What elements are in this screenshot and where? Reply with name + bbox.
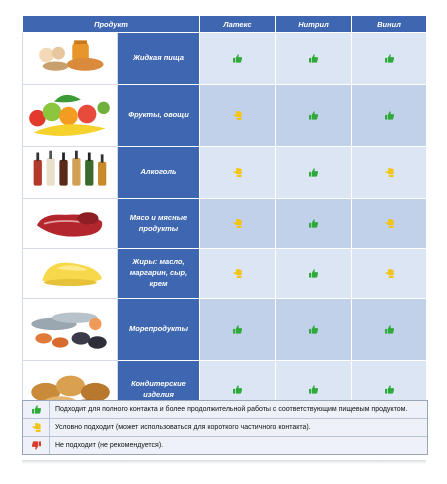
product-name-line: Кондитерские xyxy=(131,378,186,388)
legend: Подходит для полного контакта и более пр… xyxy=(22,400,428,455)
legend-text: Условно подходит (может использоваться д… xyxy=(55,424,311,431)
legend-icon-cell xyxy=(23,437,50,454)
thumbs-up-icon xyxy=(233,54,243,63)
bottles-image xyxy=(33,150,107,186)
seafood-image xyxy=(31,312,107,349)
thumbs-up-icon xyxy=(309,54,319,63)
header-product: Продукт xyxy=(22,15,200,33)
thumbs-up-icon xyxy=(233,325,243,334)
legend-item: Подходит для полного контакта и более пр… xyxy=(23,401,427,419)
table-row: Фрукты, овощи xyxy=(22,84,427,147)
product-name-line: Жидкая пища xyxy=(132,53,185,63)
product-name-line: Морепродукты xyxy=(128,324,188,334)
product-name: Морепродукты xyxy=(117,298,200,361)
rating-nitrile xyxy=(275,248,352,299)
thumbs-up-icon xyxy=(31,405,41,414)
rating-vinyl xyxy=(351,32,427,85)
legend-text: Подходит для полного контакта и более пр… xyxy=(55,406,408,413)
rating-vinyl xyxy=(351,84,427,147)
legend-text: Не подходит (не рекомендуется). xyxy=(55,442,164,449)
rating-vinyl xyxy=(351,248,427,299)
butter-image xyxy=(42,262,103,286)
rating-latex xyxy=(199,298,276,361)
product-name-line: Жиры: масло, xyxy=(132,257,185,267)
table-row: Морепродукты xyxy=(22,298,427,361)
rating-latex xyxy=(199,198,276,249)
product-image xyxy=(22,146,118,199)
thumbs-up-icon xyxy=(309,219,319,228)
thumbs-sideways-icon xyxy=(233,110,242,120)
table-row: Алкоголь xyxy=(22,146,427,199)
header-latex: Латекс xyxy=(199,15,276,33)
thumbs-up-icon xyxy=(309,269,319,278)
thumbs-up-icon xyxy=(384,385,394,394)
thumbs-up-icon xyxy=(233,385,243,394)
thumbs-sideways-icon xyxy=(384,167,394,177)
header-vinyl: Винил xyxy=(351,15,427,33)
thumbs-sideways-icon xyxy=(31,422,41,432)
table-row: Жидкая пища xyxy=(22,32,427,85)
product-name: Фрукты, овощи xyxy=(117,84,200,147)
rating-vinyl xyxy=(351,298,427,361)
product-name-line: Алкоголь xyxy=(140,167,177,177)
rating-latex xyxy=(199,32,276,85)
rating-nitrile xyxy=(275,84,352,147)
thumbs-up-icon xyxy=(309,385,319,394)
rating-latex xyxy=(199,248,276,299)
table-row: Мясо и мясные продукты xyxy=(22,198,427,249)
product-name-line: маргарин, сыр, xyxy=(129,268,188,278)
rating-latex xyxy=(199,84,276,147)
legend-item: Условно подходит (может использоваться д… xyxy=(23,419,427,437)
table-row: Жиры: масло, маргарин, сыр, крем xyxy=(22,248,427,299)
thumbs-sideways-icon xyxy=(233,167,242,177)
product-image xyxy=(22,248,118,299)
food-compatibility-table: Продукт Латекс Нитрил Винил Жидкая пища Ф… xyxy=(22,15,427,419)
legend-shadow xyxy=(22,460,426,464)
thumbs-sideways-icon xyxy=(233,218,242,228)
thumbs-up-icon xyxy=(309,168,319,177)
rating-nitrile xyxy=(275,146,352,199)
rating-vinyl xyxy=(351,146,427,199)
thumbs-down-icon xyxy=(31,441,41,450)
product-name-line: крем xyxy=(149,278,168,288)
legend-item: Не подходит (не рекомендуется). xyxy=(23,437,427,454)
meat-image xyxy=(36,212,103,237)
product-image xyxy=(22,84,118,147)
legend-icon-cell xyxy=(23,419,50,436)
thumbs-up-icon xyxy=(384,54,394,63)
product-image xyxy=(22,32,118,85)
rating-nitrile xyxy=(275,32,352,85)
eggs-honey-bread-image xyxy=(39,40,104,71)
product-image xyxy=(22,198,118,249)
rating-vinyl xyxy=(351,198,427,249)
thumbs-sideways-icon xyxy=(384,218,394,228)
product-name-line: изделия xyxy=(143,389,174,399)
rating-latex xyxy=(199,146,276,199)
thumbs-up-icon xyxy=(384,325,394,334)
product-name: Жиры: масло, маргарин, сыр, крем xyxy=(117,248,200,299)
fruits-vegetables-image xyxy=(29,94,110,136)
thumbs-up-icon xyxy=(384,111,394,120)
thumbs-sideways-icon xyxy=(233,268,242,278)
thumbs-up-icon xyxy=(309,111,319,120)
rating-nitrile xyxy=(275,298,352,361)
header-nitrile: Нитрил xyxy=(275,15,352,33)
legend-icon-cell xyxy=(23,401,50,418)
product-name-line: продукты xyxy=(138,223,179,233)
product-name: Жидкая пища xyxy=(117,32,200,85)
product-name-line: Фрукты, овощи xyxy=(128,110,189,120)
thumbs-sideways-icon xyxy=(384,268,394,278)
thumbs-up-icon xyxy=(309,325,319,334)
product-name-line: Мясо и мясные xyxy=(129,212,188,222)
product-image xyxy=(22,298,118,361)
product-name: Алкоголь xyxy=(117,146,200,199)
table-header-row: Продукт Латекс Нитрил Винил xyxy=(22,15,427,33)
product-name: Мясо и мясные продукты xyxy=(117,198,200,249)
rating-nitrile xyxy=(275,198,352,249)
